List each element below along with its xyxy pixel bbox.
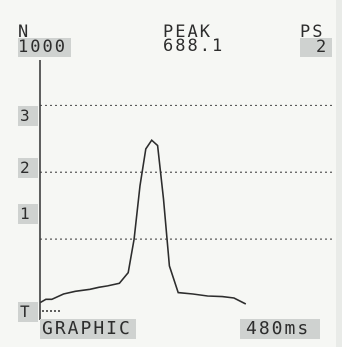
- peak-label: PEAK: [163, 22, 212, 42]
- time-label: 480ms: [240, 319, 321, 339]
- mode-label: GRAPHIC: [40, 319, 136, 339]
- n-value: 1000: [18, 38, 71, 57]
- ps-label: PS: [300, 22, 325, 42]
- y-tick-1: 1: [18, 204, 38, 224]
- y-tick-3: 3: [18, 106, 38, 126]
- y-tick-t: T: [18, 302, 38, 322]
- n-label: N: [18, 22, 31, 42]
- waveform-trace: [39, 138, 247, 305]
- screen-edge: [336, 0, 342, 347]
- y-tick-2: 2: [18, 158, 38, 178]
- peak-value: 688.1: [163, 36, 225, 56]
- ps-value: 2: [300, 38, 333, 57]
